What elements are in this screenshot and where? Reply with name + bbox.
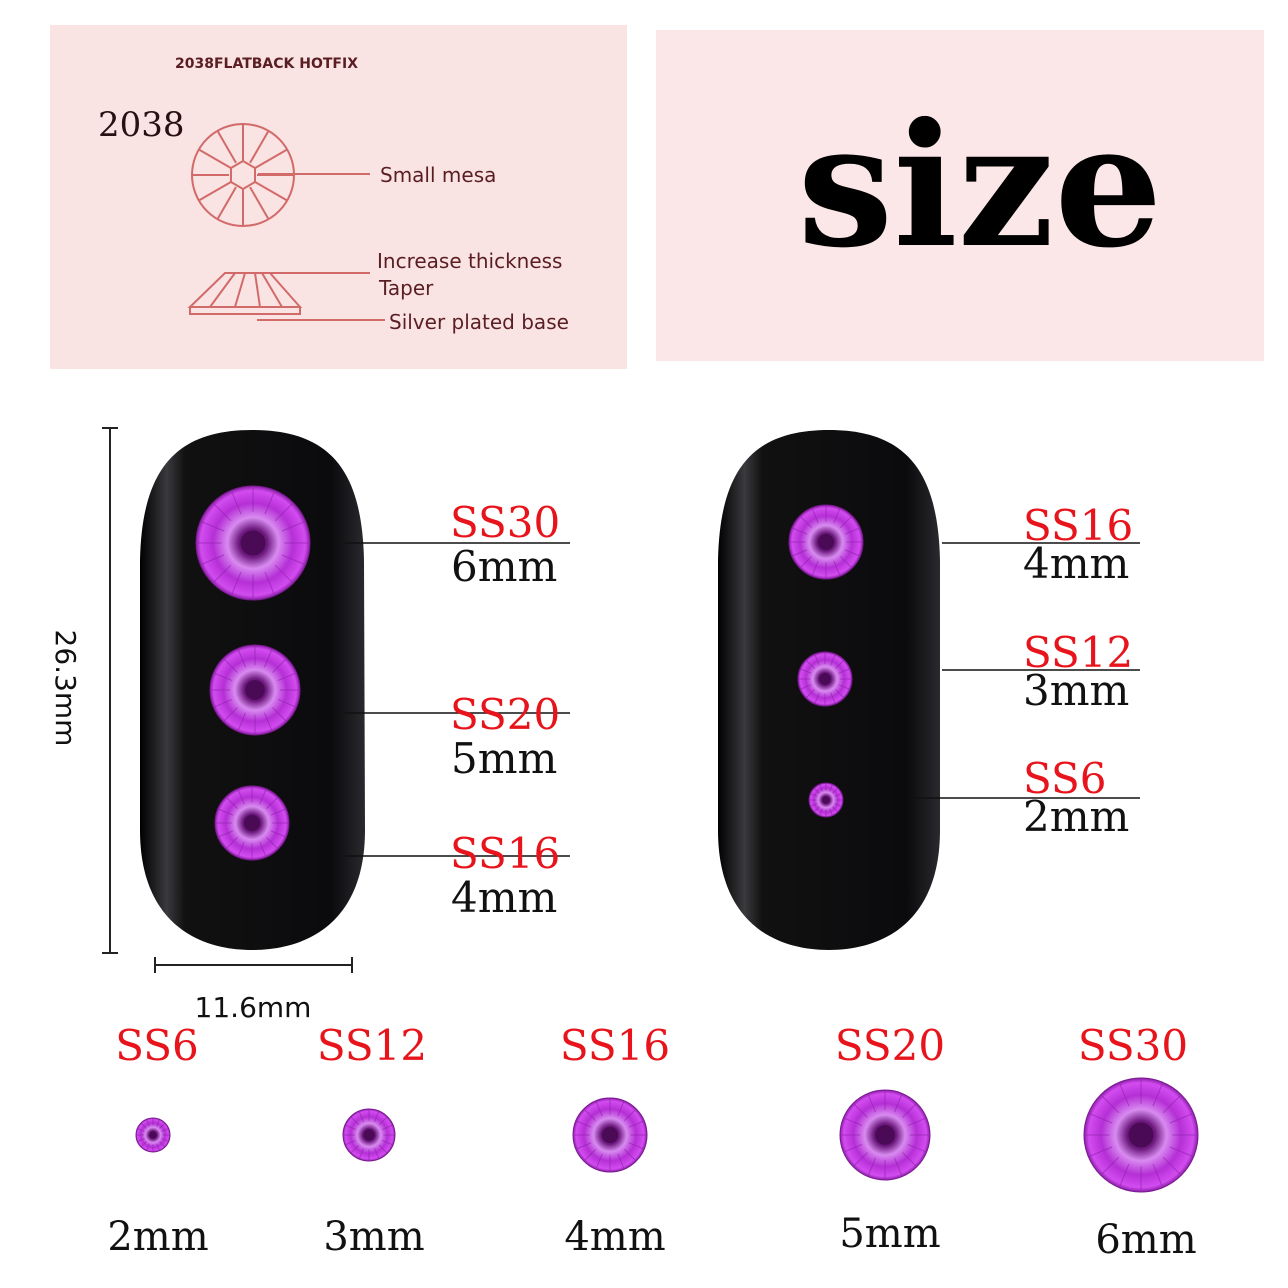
nail-gem <box>788 504 864 580</box>
code-label: SS12 <box>1023 628 1133 677</box>
code-label: SS6 <box>1023 754 1107 803</box>
size-label: 2mm <box>1023 792 1129 841</box>
callout-thickness: Increase thickness <box>377 249 562 273</box>
row-code-label: SS16 <box>560 1021 670 1070</box>
diagram-heading: 2038FLATBACK HOTFIX <box>175 56 358 72</box>
size-label: 3mm <box>1023 666 1129 715</box>
callout-taper: Taper <box>378 276 434 300</box>
height-dimension <box>102 427 118 954</box>
width-dimension <box>154 957 353 973</box>
code-label: SS16 <box>1023 501 1133 550</box>
width-label: 11.6mm <box>195 991 312 1024</box>
height-label: 26.3mm <box>49 630 82 747</box>
row-code-label: SS20 <box>835 1021 945 1070</box>
code-label: SS30 <box>450 498 560 547</box>
size-label: 6mm <box>451 542 557 591</box>
row-gem <box>1083 1077 1199 1193</box>
row-gem <box>135 1117 171 1153</box>
nail-gem <box>808 782 844 818</box>
code-label: SS20 <box>450 690 560 739</box>
size-label: 5mm <box>451 734 557 783</box>
side-view-icon <box>187 272 385 321</box>
row-gem <box>572 1097 648 1173</box>
nail-gem <box>797 651 853 707</box>
callout-small-mesa: Small mesa <box>380 163 496 187</box>
code-label: SS16 <box>450 829 560 878</box>
row-code-label: SS12 <box>317 1021 427 1070</box>
row-size-label: 6mm <box>1095 1217 1196 1263</box>
title: size <box>798 86 1163 286</box>
title-panel: size <box>656 30 1264 361</box>
row-gem <box>839 1089 931 1181</box>
callout-base: Silver plated base <box>389 310 569 334</box>
row-size-label: 3mm <box>323 1214 424 1260</box>
size-label: 4mm <box>451 873 557 922</box>
row-size-label: 5mm <box>839 1211 940 1257</box>
row-gem <box>342 1108 396 1162</box>
row-code-label: SS6 <box>115 1021 199 1070</box>
row-code-label: SS30 <box>1078 1021 1188 1070</box>
size-label: 4mm <box>1023 539 1129 588</box>
diagram-panel: 2038FLATBACK HOTFIX 2038 Small mesa Incr… <box>50 25 627 369</box>
nail-gem <box>214 785 290 861</box>
nail-gem <box>209 644 301 736</box>
row-size-label: 4mm <box>564 1214 665 1260</box>
model-number: 2038 <box>98 105 185 145</box>
top-view-icon <box>191 123 370 227</box>
row-size-label: 2mm <box>107 1214 208 1260</box>
nail-gem <box>195 485 311 601</box>
